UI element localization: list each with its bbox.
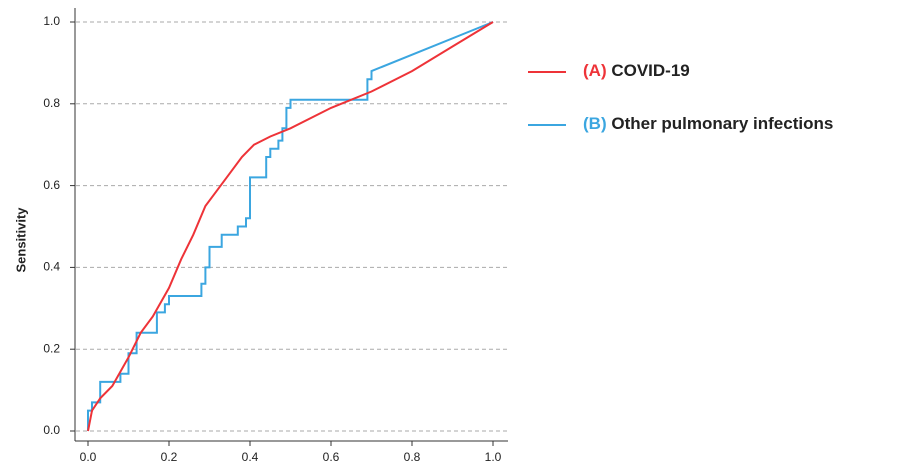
roc-curve (87, 21, 494, 432)
x-tick-label: 0.4 (242, 450, 259, 464)
y-tick-label: 0.4 (43, 260, 60, 274)
legend-tag: (B) (583, 114, 607, 133)
x-tick-label: 0.0 (80, 450, 97, 464)
legend-label: (A) COVID-19 (583, 61, 690, 80)
y-tick-label: 0.2 (43, 341, 60, 355)
y-axis-title: Sensitivity (13, 207, 28, 273)
roc-curve (87, 21, 494, 431)
x-tick-label: 0.6 (323, 450, 340, 464)
x-tick-label: 0.8 (404, 450, 421, 464)
legend-tag: (A) (583, 61, 607, 80)
y-tick-label: 0.0 (43, 423, 60, 437)
y-tick-label: 0.8 (43, 96, 60, 110)
legend-label: (B) Other pulmonary infections (583, 114, 833, 133)
legend-name: Other pulmonary infections (611, 114, 833, 133)
legend-name: COVID-19 (611, 61, 689, 80)
x-tick-label: 0.2 (161, 450, 178, 464)
y-tick-label: 0.6 (43, 178, 60, 192)
y-tick-label: 1.0 (43, 14, 60, 28)
x-tick-label: 1.0 (485, 450, 502, 464)
